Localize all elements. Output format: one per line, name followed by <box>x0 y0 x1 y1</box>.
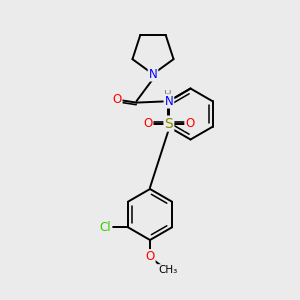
Text: N: N <box>148 68 158 81</box>
Text: S: S <box>164 117 173 130</box>
Text: O: O <box>146 250 154 263</box>
Text: H: H <box>164 89 171 100</box>
Text: O: O <box>112 93 122 106</box>
Text: O: O <box>185 117 194 130</box>
Text: Cl: Cl <box>100 221 111 234</box>
Text: CH₃: CH₃ <box>158 265 178 275</box>
Text: O: O <box>143 117 152 130</box>
Text: N: N <box>164 94 173 108</box>
